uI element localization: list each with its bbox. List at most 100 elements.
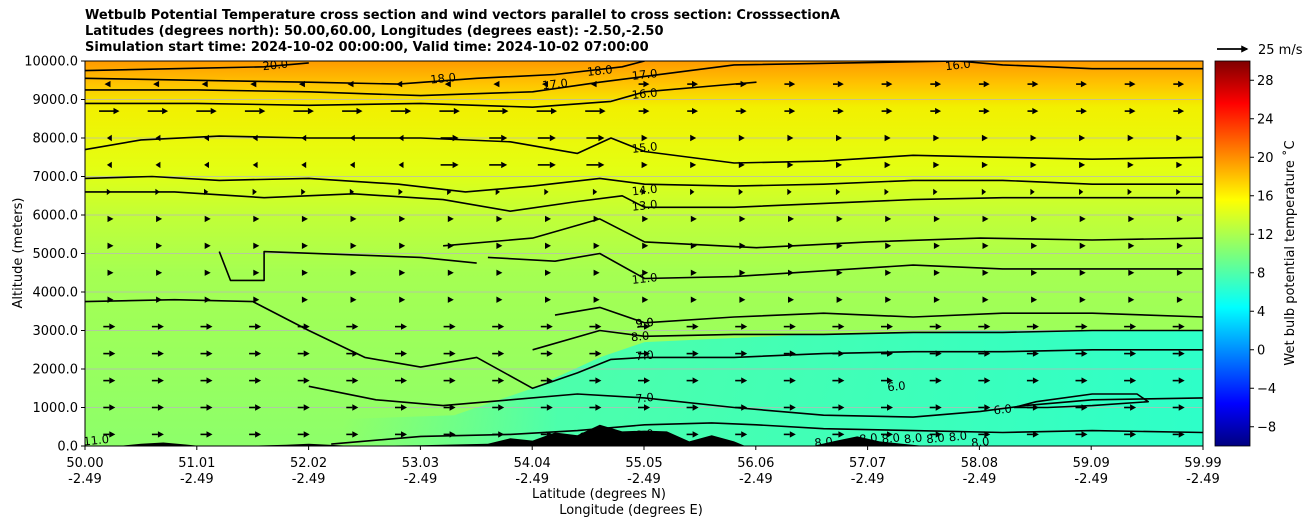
wind-vector-head <box>501 134 508 142</box>
wind-vector-head <box>741 431 748 438</box>
wind-vector-head <box>1176 242 1183 249</box>
wind-vector-head <box>887 431 893 438</box>
wind-vector-head <box>1030 188 1035 196</box>
wind-vector-head <box>1176 188 1181 196</box>
x-tick-label-lat: 51.01 <box>178 456 215 471</box>
wind-vector-head <box>788 296 794 303</box>
x-tick-label-lat: 52.02 <box>290 456 327 471</box>
wind-vector-head <box>546 350 553 357</box>
wind-vector-head <box>204 161 209 169</box>
wind-vector-head <box>838 377 845 384</box>
wind-vector-head <box>1130 377 1137 384</box>
wind-vector-head <box>1032 431 1039 438</box>
wind-vector-head <box>551 107 557 115</box>
wind-vector-head <box>449 350 456 357</box>
contour-line-11.0 <box>487 252 1203 280</box>
wind-vector-head <box>595 377 602 384</box>
wind-vector-head <box>1176 269 1183 276</box>
wind-vector-head <box>1030 161 1037 169</box>
y-tick-label: 7000.0 <box>33 170 79 185</box>
wind-vector-head <box>741 377 748 384</box>
wind-vector-head <box>109 404 116 411</box>
contour-label: 8.0 <box>630 328 650 344</box>
wind-vector-head <box>886 80 893 88</box>
wind-vector-head <box>593 269 600 276</box>
wind-vector-head <box>982 296 989 303</box>
contour-label: 18.0 <box>430 70 457 87</box>
contour-label: 14.0 <box>631 182 658 199</box>
wind-vector-head <box>401 350 407 357</box>
contour-line-16.0 <box>85 81 757 108</box>
wind-vector-head <box>1080 80 1087 88</box>
wind-vector-head <box>933 161 940 169</box>
wind-vector-head <box>738 188 743 196</box>
wind-vector-head <box>545 242 551 249</box>
wind-vector-head <box>692 80 698 88</box>
wind-vector-head <box>838 404 845 411</box>
chart-title-line-3: Simulation start time: 2024-10-02 00:00:… <box>85 40 649 55</box>
chart-title-line-2: Latitudes (degrees north): 50.00,60.00, … <box>85 24 664 39</box>
wind-vector-head <box>156 242 163 249</box>
wind-vector-head <box>1079 296 1086 303</box>
x-tick-label-lat: 57.07 <box>849 456 886 471</box>
contour-line-18.0 <box>85 61 645 85</box>
wind-vector-head <box>401 323 407 330</box>
wind-vector-head <box>206 404 213 411</box>
wind-vector-head <box>352 431 359 438</box>
colorbar-tick-label: 8 <box>1257 266 1265 281</box>
wind-vector-head <box>155 161 161 169</box>
wind-vector-head <box>109 323 116 330</box>
wind-vector-head <box>1129 80 1136 88</box>
wind-vector-head <box>837 107 844 115</box>
wind-vector-head <box>1080 107 1087 115</box>
contour-label: 8.0 <box>814 434 834 450</box>
wind-vector-head <box>835 188 841 196</box>
wind-vector-head <box>887 404 893 411</box>
wind-vector-head <box>204 215 211 223</box>
x-tick-label-lat: 59.09 <box>1073 456 1110 471</box>
colorbar-tick-label: 20 <box>1257 151 1274 166</box>
wind-vector-head <box>690 215 697 223</box>
contour-labels: 20.0 18.0 17.0 18.0 17.0 16.0 16.0 15.0 14.013.0… <box>85 61 1013 450</box>
wind-vector-head <box>1178 404 1185 411</box>
wind-vector-head <box>107 269 114 276</box>
x-tick-label-lat: 59.99 <box>1184 456 1221 471</box>
wind-vector-head <box>303 350 310 357</box>
x-tick-label-lon: -2.49 <box>851 472 885 487</box>
wind-vector-head <box>741 404 748 411</box>
wind-vector-head <box>593 296 600 303</box>
wind-vector-head <box>206 350 213 357</box>
contour-label: 8.0 <box>881 430 901 446</box>
wind-vector-head <box>595 404 602 411</box>
wind-vector-head <box>690 296 697 303</box>
wind-vector-head <box>157 350 164 357</box>
wind-vector-head <box>495 188 500 196</box>
wind-vector-head <box>935 80 942 88</box>
wind-vector-head <box>453 107 460 115</box>
wind-vector-head <box>836 296 843 303</box>
y-axis-label: Altitude (meters) <box>11 198 26 309</box>
wind-vector-head <box>356 107 363 115</box>
wind-vector-head <box>1032 377 1039 384</box>
contour-label: 13.0 <box>631 197 658 214</box>
x-tick-label-lon: -2.49 <box>627 472 661 487</box>
wind-vector-head <box>789 377 796 384</box>
wind-vector-head <box>303 377 310 384</box>
wind-vector-head <box>692 107 698 115</box>
wind-vector-head <box>107 242 114 249</box>
wind-vector-head <box>444 80 451 88</box>
contour-line-6.0 <box>1013 393 1149 409</box>
wind-vector-head <box>303 404 310 411</box>
wind-vector-head <box>1178 377 1185 384</box>
wind-vector-head <box>259 107 266 115</box>
colorbar-tick-label: 28 <box>1257 74 1274 89</box>
wind-vector-head <box>253 269 260 276</box>
wind-vector-head <box>401 431 407 438</box>
y-tick-label: 6000.0 <box>33 209 79 224</box>
x-tick-label-lon: -2.49 <box>1186 472 1220 487</box>
wind-vector-head <box>789 107 796 115</box>
wind-vector-head <box>933 215 940 223</box>
contour-label: 16.0 <box>631 85 658 102</box>
wind-vector-head <box>983 80 990 88</box>
wind-vector-head <box>498 323 505 330</box>
